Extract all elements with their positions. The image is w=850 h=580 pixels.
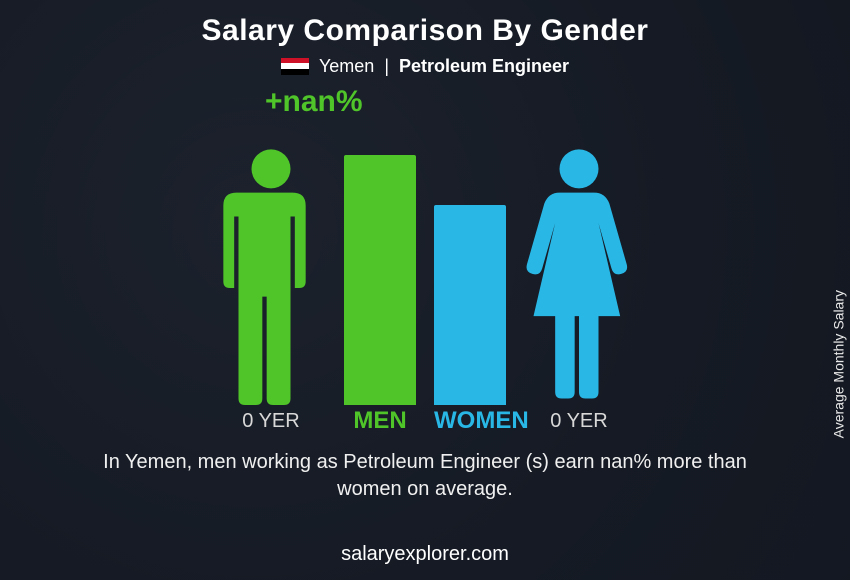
men-label: MEN	[344, 407, 416, 435]
flag-icon	[281, 58, 309, 76]
yaxis-label: Average Monthly Salary	[830, 290, 846, 438]
women-label: WOMEN	[434, 407, 506, 435]
figure-row	[216, 125, 634, 405]
subtitle-row: Yemen | Petroleum Engineer	[0, 56, 850, 77]
men-salary: 0 YER	[216, 410, 326, 433]
percent-diff-label: +nan%	[265, 85, 363, 119]
page-title: Salary Comparison By Gender	[0, 14, 850, 48]
caption-text: In Yemen, men working as Petroleum Engin…	[0, 449, 850, 503]
separator: |	[384, 56, 389, 77]
job-title-label: Petroleum Engineer	[399, 56, 569, 77]
male-icon	[216, 145, 326, 405]
women-salary: 0 YER	[524, 410, 634, 433]
chart-area: +nan% 0 YER MEN	[0, 85, 850, 435]
country-label: Yemen	[319, 56, 374, 77]
infographic-container: Salary Comparison By Gender Yemen | Petr…	[0, 0, 850, 580]
female-icon	[524, 145, 634, 405]
labels-row: 0 YER MEN WOMEN 0 YER	[216, 407, 634, 435]
footer-source: salaryexplorer.com	[0, 543, 850, 566]
women-bar	[434, 205, 506, 405]
men-bar	[344, 155, 416, 405]
